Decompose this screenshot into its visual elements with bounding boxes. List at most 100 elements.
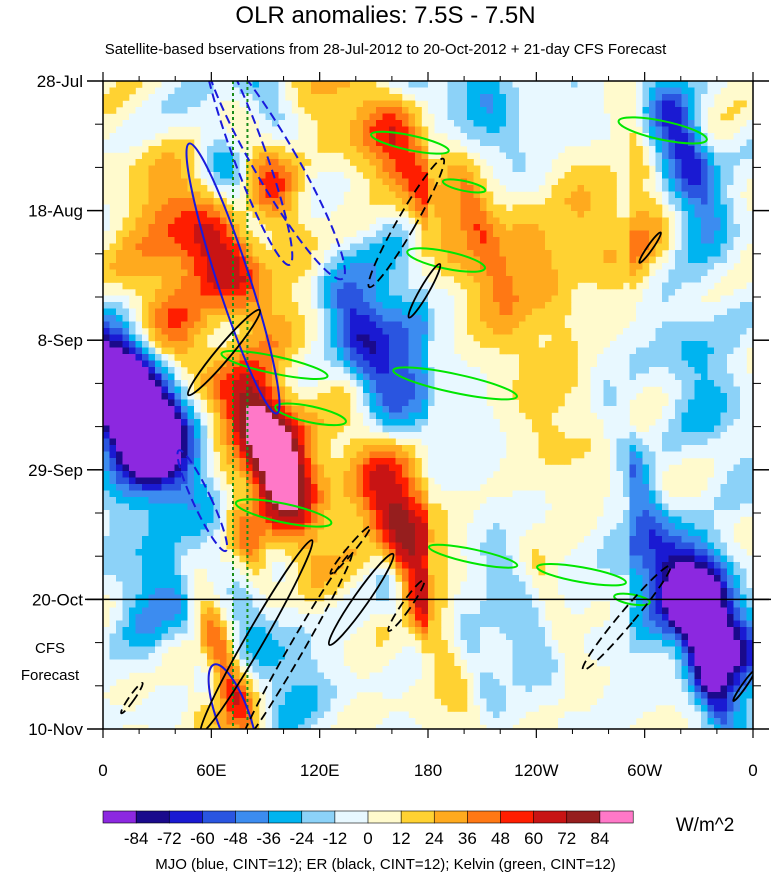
field-cell — [226, 458, 234, 465]
field-cell — [421, 159, 429, 166]
field-cell — [213, 217, 221, 225]
field-cell — [727, 367, 734, 374]
field-cell — [116, 295, 123, 303]
field-cell — [285, 165, 292, 173]
field-cell — [421, 146, 429, 153]
field-cell — [265, 445, 273, 452]
field-cell — [486, 87, 494, 95]
field-cell — [707, 393, 715, 400]
field-cell — [187, 237, 195, 244]
field-cell — [408, 256, 416, 264]
field-cell — [649, 94, 656, 101]
field-cell — [363, 308, 370, 316]
field-cell — [733, 464, 741, 472]
field-cell — [558, 113, 565, 121]
field-cell — [291, 315, 299, 322]
field-cell — [454, 107, 461, 114]
field-cell — [402, 243, 409, 251]
field-cell — [311, 282, 318, 290]
field-cell — [538, 152, 546, 160]
field-cell — [701, 185, 708, 192]
field-cell — [655, 94, 663, 101]
field-cell — [103, 477, 110, 485]
field-cell — [493, 464, 500, 472]
field-cell — [467, 458, 474, 465]
field-cell — [148, 328, 156, 335]
field-cell — [207, 224, 214, 231]
field-cell — [272, 471, 279, 478]
field-cell — [415, 354, 422, 361]
field-cell — [122, 282, 130, 290]
field-cell — [181, 269, 188, 277]
field-cell — [701, 100, 708, 108]
field-cell — [187, 224, 195, 231]
field-cell — [727, 471, 734, 478]
field-cell — [122, 328, 130, 335]
field-cell — [467, 191, 474, 199]
field-cell — [122, 94, 130, 101]
field-cell — [584, 178, 591, 186]
field-cell — [649, 250, 656, 257]
field-cell — [525, 211, 533, 218]
field-cell — [155, 471, 162, 478]
field-cell — [272, 464, 279, 472]
field-cell — [668, 419, 676, 426]
field-cell — [480, 386, 487, 394]
field-cell — [525, 406, 533, 413]
field-cell — [168, 243, 175, 251]
field-cell — [369, 315, 377, 322]
field-cell — [304, 354, 312, 361]
field-cell — [246, 230, 253, 238]
field-cell — [506, 107, 513, 114]
field-cell — [688, 302, 695, 309]
field-cell — [395, 289, 403, 296]
field-cell — [538, 113, 546, 121]
field-cell — [337, 100, 344, 108]
field-cell — [109, 386, 117, 394]
field-cell — [512, 308, 520, 316]
field-cell — [532, 308, 539, 316]
field-cell — [707, 198, 715, 205]
field-cell — [200, 191, 208, 199]
field-cell — [740, 419, 747, 426]
field-cell — [486, 328, 494, 335]
field-cell — [506, 139, 513, 147]
field-cell — [655, 185, 663, 192]
field-cell — [174, 373, 182, 381]
field-cell — [545, 87, 552, 95]
field-cell — [395, 399, 403, 407]
field-cell — [486, 152, 494, 160]
field-cell — [701, 269, 708, 277]
field-cell — [259, 412, 266, 420]
field-cell — [603, 211, 611, 218]
field-cell — [363, 334, 370, 342]
field-cell — [395, 224, 403, 231]
field-cell — [584, 263, 591, 270]
field-cell — [655, 419, 663, 426]
field-cell — [707, 302, 715, 309]
field-cell — [694, 120, 702, 127]
field-cell — [356, 250, 364, 257]
field-cell — [408, 328, 416, 335]
field-cell — [389, 341, 396, 348]
field-cell — [259, 432, 266, 439]
field-cell — [441, 87, 448, 95]
field-cell — [161, 94, 169, 101]
field-cell — [213, 87, 221, 95]
field-cell — [434, 217, 442, 225]
field-cell — [733, 107, 741, 114]
field-cell — [467, 237, 474, 244]
field-cell — [636, 237, 643, 244]
field-cell — [545, 276, 552, 283]
field-cell — [330, 360, 338, 368]
field-cell — [434, 393, 442, 400]
field-cell — [213, 308, 221, 316]
field-cell — [187, 107, 195, 114]
field-cell — [538, 159, 546, 166]
field-cell — [597, 237, 604, 244]
field-cell — [207, 113, 214, 121]
field-cell — [545, 445, 552, 452]
field-cell — [707, 165, 715, 173]
field-cell — [376, 393, 383, 400]
field-cell — [636, 120, 643, 127]
